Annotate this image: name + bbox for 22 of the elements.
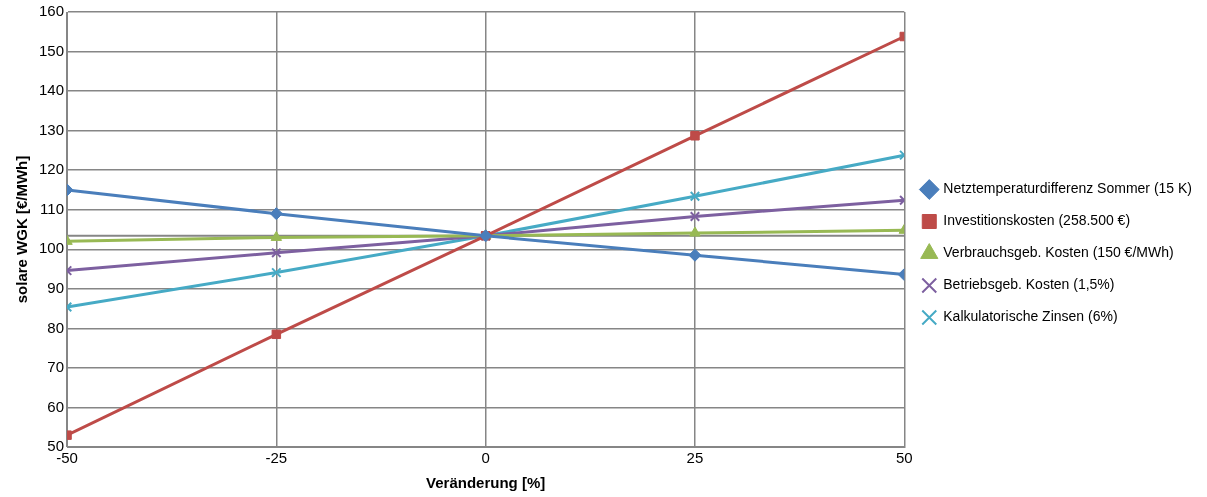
y-tick-label: 90 [47,278,65,296]
y-tick-label: 160 [39,2,65,20]
legend-label: Investitionskosten (258.500 €) [943,212,1131,229]
x-tick-label: -25 [265,449,288,467]
y-tick-label: 60 [47,397,65,415]
x-axis-title: Veränderung [%] [426,474,546,492]
x-tick-label: 0 [481,449,490,467]
y-tick-label: 100 [39,239,65,257]
y-tick-label: 130 [39,120,65,138]
legend-label: Netztemperaturdifferenz Sommer (15 K) [943,180,1193,197]
legend-label: Verbrauchsgeb. Kosten (150 €/MWh) [943,244,1174,261]
y-tick-label: 80 [47,318,65,336]
x-tick-label: 25 [686,449,704,467]
legend-label: Betriebsgeb. Kosten (1,5%) [943,276,1115,293]
legend-label: Kalkulatorische Zinsen (6%) [943,308,1118,325]
y-tick-label: 120 [39,160,65,178]
x-tick-label: 50 [895,449,913,467]
y-tick-label: 110 [40,199,65,217]
y-tick-label: 150 [39,41,65,59]
y-tick-label: 70 [47,358,65,376]
y-tick-label: 140 [39,81,65,99]
y-axis-title: solare WGK [€/MWh] [13,155,31,304]
